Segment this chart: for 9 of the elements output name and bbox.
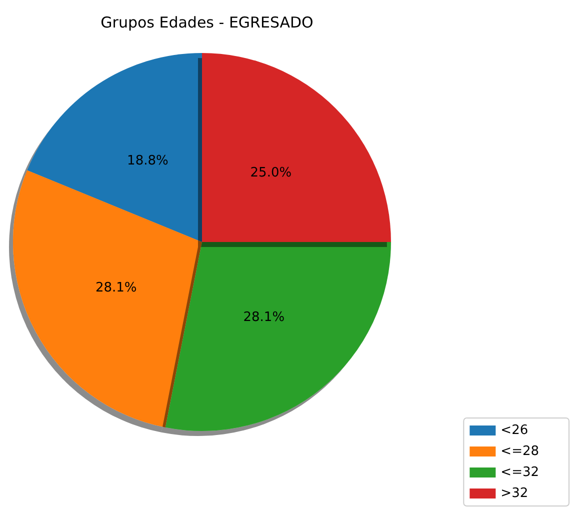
legend-label: <=32 <box>500 465 539 480</box>
legend-label: <26 <box>500 423 528 438</box>
chart-title: Grupos Edades - EGRESADO <box>100 14 314 32</box>
data-label: 28.1% <box>95 280 137 296</box>
data-label: 18.8% <box>127 154 168 169</box>
data-label: 25.0% <box>250 166 292 181</box>
data-label: 28.1% <box>243 310 285 325</box>
legend-label: <=28 <box>500 444 539 459</box>
legend-label: >32 <box>500 486 528 501</box>
